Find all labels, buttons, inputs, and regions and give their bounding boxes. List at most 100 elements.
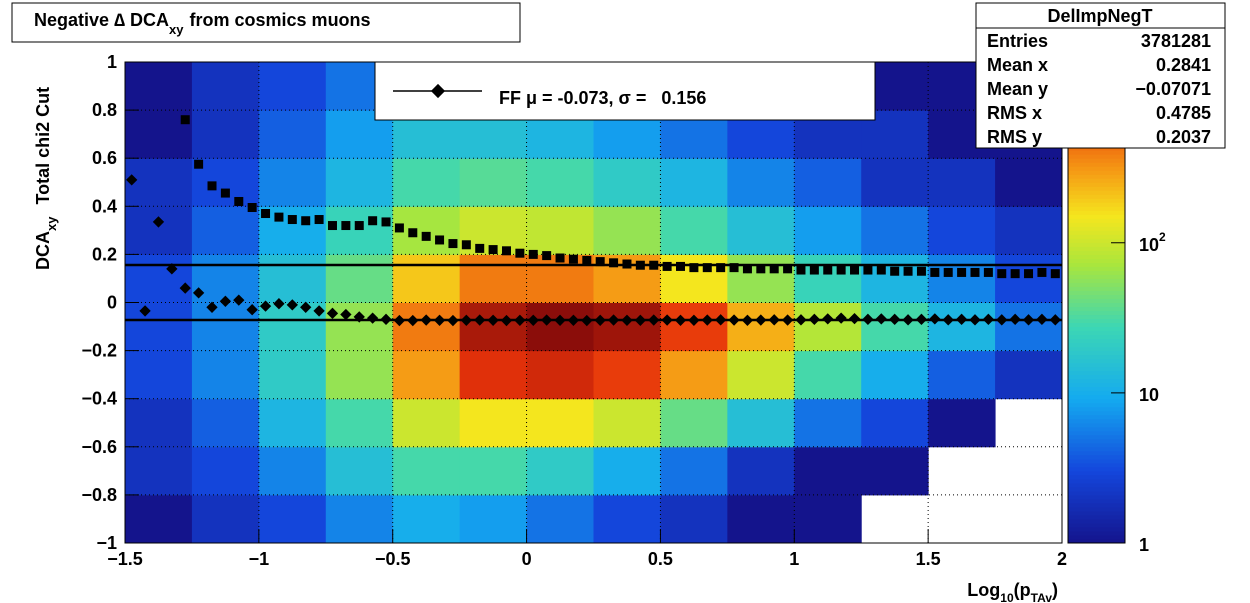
marker — [501, 246, 511, 256]
color-bar-step — [1068, 238, 1125, 243]
chart-title: Negative ∆ DCAxy from cosmics muons — [34, 10, 371, 37]
heat-cell — [794, 254, 862, 303]
marker — [447, 314, 459, 327]
color-bar-step — [1068, 350, 1125, 356]
stats-label: Entries — [987, 31, 1048, 51]
marker — [259, 300, 272, 312]
marker — [380, 313, 392, 325]
x-tick-label: −0.5 — [375, 549, 411, 569]
heat-cell — [459, 494, 528, 544]
heat-cell — [325, 446, 394, 496]
marker — [192, 287, 205, 299]
heat-cell — [325, 494, 394, 544]
marker — [460, 314, 472, 326]
color-bar-step — [1068, 342, 1125, 348]
marker — [622, 259, 632, 269]
color-bar-step — [1068, 166, 1125, 171]
marker — [394, 223, 404, 233]
color-bar-step — [1068, 326, 1125, 332]
heat-cell — [392, 494, 461, 544]
marker — [381, 217, 391, 227]
color-bar-step — [1068, 370, 1125, 376]
heat-cell — [727, 302, 795, 352]
heat-cell — [191, 254, 260, 303]
heat-cell — [125, 62, 193, 111]
marker — [274, 212, 284, 222]
heat-cell — [191, 350, 260, 400]
color-bar-step — [1068, 454, 1125, 460]
heat-cell — [258, 494, 327, 544]
marker — [1036, 313, 1048, 325]
color-bar-step — [1068, 530, 1125, 536]
marker — [863, 265, 873, 275]
color-bar-step — [1068, 178, 1125, 183]
heat-cell — [928, 206, 996, 255]
heat-cell — [392, 446, 461, 496]
color-bar-step — [1068, 286, 1125, 291]
marker — [741, 314, 754, 326]
color-bar-step — [1068, 466, 1125, 472]
marker — [1049, 314, 1061, 326]
marker — [609, 258, 619, 268]
color-bar-step — [1068, 322, 1125, 328]
marker — [207, 181, 217, 191]
marker — [769, 264, 779, 274]
heat-cell — [660, 302, 728, 352]
heat-cell — [660, 350, 728, 400]
color-bar-step — [1068, 246, 1125, 251]
marker — [970, 267, 980, 277]
color-bar-step — [1068, 314, 1125, 320]
heat-cell — [258, 62, 327, 111]
heat-cell — [459, 398, 528, 448]
marker — [421, 231, 431, 241]
y-tick-label: 0.2 — [92, 244, 117, 264]
color-bar-step — [1068, 374, 1125, 380]
marker — [554, 314, 566, 326]
y-tick-label: 1 — [107, 52, 117, 72]
y-tick-label: −0.8 — [81, 485, 117, 505]
marker — [915, 313, 928, 325]
marker — [862, 313, 874, 325]
color-bar-step — [1068, 486, 1125, 492]
marker — [1024, 269, 1034, 279]
heat-cell — [660, 494, 728, 544]
marker — [835, 312, 847, 324]
title-box — [11, 2, 521, 43]
heat-cell — [258, 350, 327, 400]
marker — [850, 265, 860, 275]
marker — [475, 243, 485, 253]
heat-cell — [727, 446, 795, 496]
color-bar-step — [1068, 534, 1125, 540]
marker — [997, 269, 1007, 279]
color-bar-step — [1068, 362, 1125, 368]
color-bar-step — [1068, 298, 1125, 303]
marker — [689, 263, 699, 273]
marker — [955, 313, 968, 325]
marker — [341, 221, 351, 231]
marker — [514, 314, 526, 326]
color-bar-step — [1068, 482, 1125, 488]
heat-cell — [526, 494, 594, 544]
heat-cell — [794, 206, 862, 255]
marker — [943, 267, 953, 277]
color-bar-step — [1068, 470, 1125, 476]
color-bar-step — [1068, 422, 1125, 428]
heat-cell — [459, 446, 528, 496]
heat-cell — [459, 158, 528, 207]
heat-cell — [325, 302, 394, 352]
heat-cell — [125, 302, 193, 352]
color-bar-step — [1068, 398, 1125, 404]
marker — [661, 314, 673, 326]
heat-cell — [392, 158, 461, 207]
marker — [261, 209, 271, 219]
heat-cell — [258, 398, 327, 448]
marker — [728, 314, 740, 326]
color-bar-step — [1068, 358, 1125, 364]
y-tick-label: −0.4 — [81, 389, 117, 409]
marker — [314, 215, 324, 225]
color-bar-step — [1068, 354, 1125, 360]
color-bar-step — [1068, 366, 1125, 372]
color-bar-step — [1068, 234, 1125, 239]
y-tick-label: 0.4 — [92, 196, 117, 216]
color-bar-step — [1068, 262, 1125, 267]
